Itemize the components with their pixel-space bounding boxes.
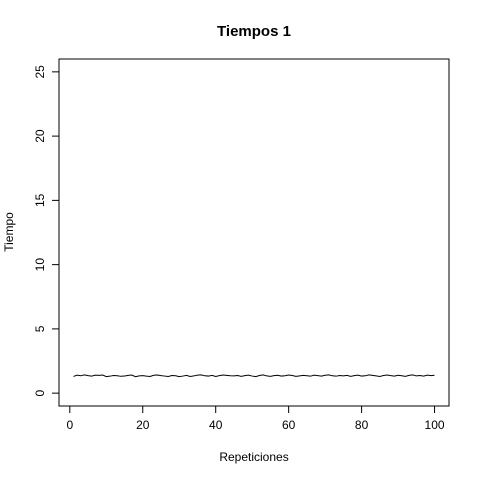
x-axis-label: Repeticiones [219, 450, 288, 464]
y-axis: 0 5 10 15 20 25 [33, 65, 60, 396]
y-tick-label: 0 [33, 389, 47, 396]
y-tick-label: 10 [33, 258, 47, 272]
x-tick-label: 0 [66, 418, 73, 432]
series-group [73, 374, 435, 378]
x-tick-label: 80 [355, 418, 369, 432]
y-tick-label: 20 [33, 129, 47, 143]
x-tick-label: 100 [425, 418, 445, 432]
x-tick-label: 60 [282, 418, 296, 432]
series-line [73, 374, 435, 378]
plot-frame [58, 58, 450, 407]
y-tick-label: 25 [33, 65, 47, 79]
y-tick-label: 15 [33, 193, 47, 207]
y-tick-label: 5 [33, 325, 47, 332]
y-axis-label: Tiempo [2, 212, 16, 252]
chart-title: Tiempos 1 [217, 23, 291, 40]
x-tick-label: 40 [209, 418, 223, 432]
x-axis: 0 20 40 60 80 100 [66, 405, 445, 432]
x-tick-label: 20 [136, 418, 150, 432]
